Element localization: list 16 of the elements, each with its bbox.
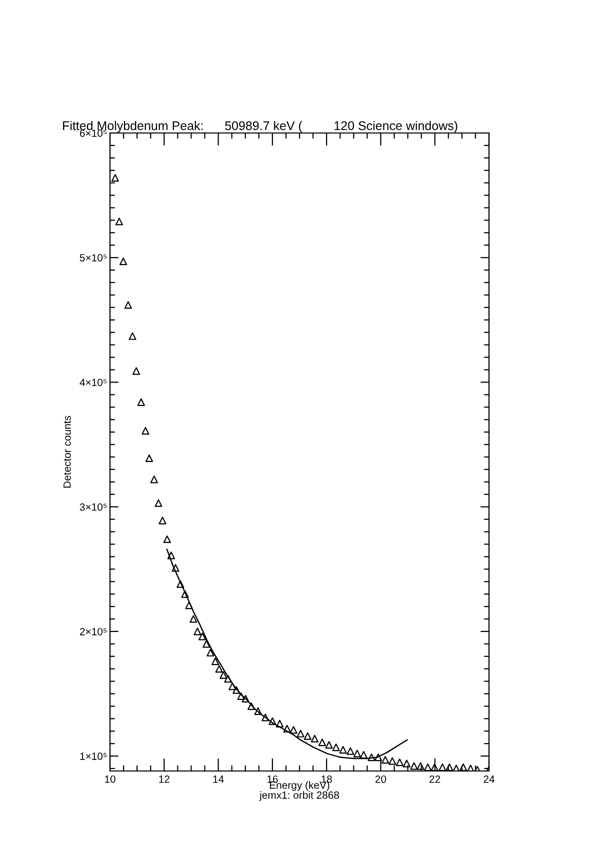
x-tick-label: 24: [484, 775, 494, 783]
y-tick-label: 1×10⁵: [80, 752, 107, 760]
x-tick-label: 20: [375, 775, 386, 783]
x-tick-label: 14: [213, 776, 224, 783]
y-tick-label: 2×10⁵: [80, 628, 107, 636]
y-tick-label: 3×10⁵: [80, 503, 107, 511]
y-tick-label: 4×10⁵: [80, 378, 107, 386]
x-axis-title: Energy (keV): [270, 781, 330, 791]
x-tick-label: 18: [322, 775, 332, 783]
x-tick-label: 12: [159, 775, 170, 783]
x-tick-label: 10: [105, 775, 116, 783]
text: jemx1: orbit 2868: [259, 791, 340, 801]
x-tick-label: 22: [430, 775, 440, 783]
y-tick-label: 5×10⁵: [80, 254, 107, 262]
x-tick-label: 16: [267, 775, 278, 783]
y-axis-title: Detector counts: [64, 416, 71, 488]
